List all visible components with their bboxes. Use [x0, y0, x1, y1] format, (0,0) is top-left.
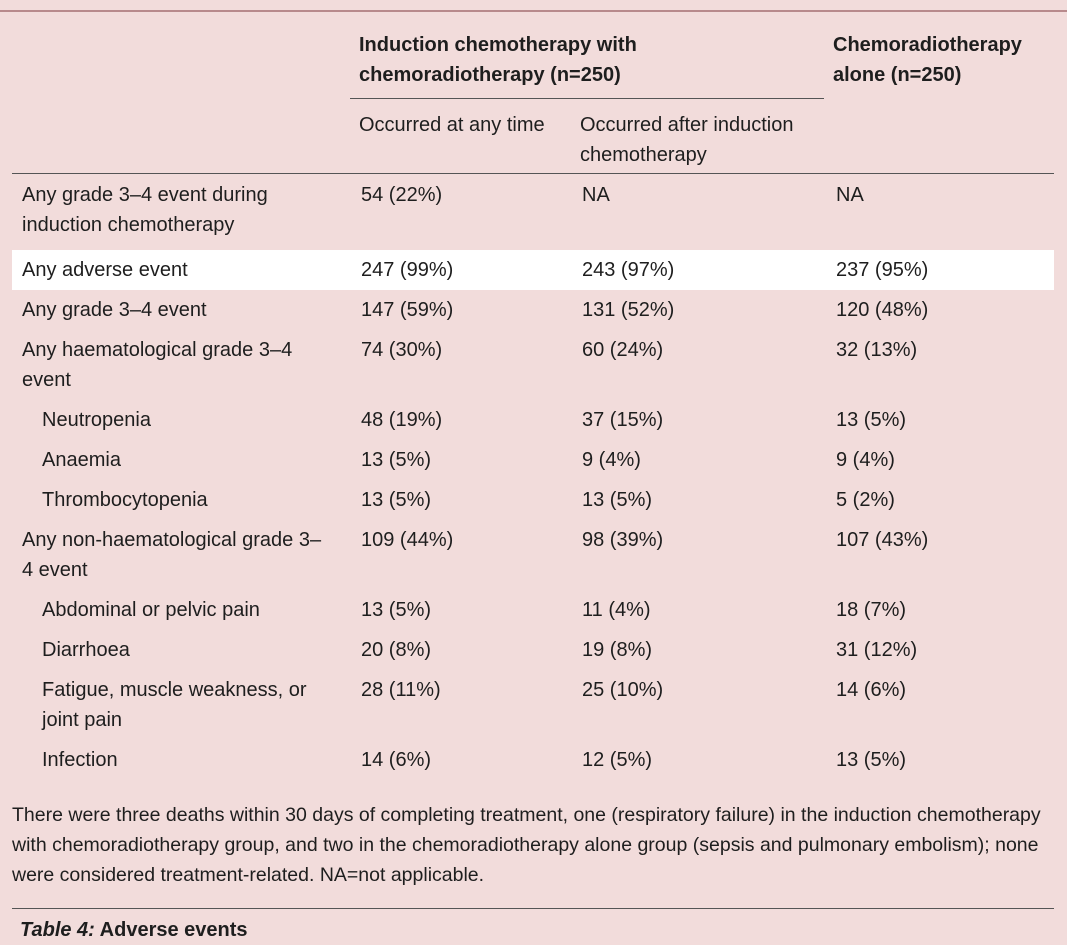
cell-any-time: 14 (6%) — [361, 749, 432, 771]
caption-label: Table 4: — [20, 919, 95, 941]
header-group-rule — [350, 98, 824, 99]
cell-after-induction: 19 (8%) — [582, 639, 653, 661]
cell-after-induction: 98 (39%) — [582, 529, 664, 551]
cell-chemoradiotherapy-alone: 13 (5%) — [836, 749, 907, 771]
header-induction-group: Induction chemotherapy with chemoradioth… — [359, 34, 637, 86]
cell-after-induction: NA — [582, 184, 610, 206]
table-row: Neutropenia 48 (19%) 37 (15%) 13 (5%) — [12, 400, 1054, 440]
row-label: Any grade 3–4 event — [22, 299, 207, 321]
cell-chemoradiotherapy-alone: 31 (12%) — [836, 639, 918, 661]
row-label: Abdominal or pelvic pain — [42, 599, 260, 621]
table-row: Any haematological grade 3–4 event 74 (3… — [12, 330, 1054, 400]
table-row: Abdominal or pelvic pain 13 (5%) 11 (4%)… — [12, 590, 1054, 630]
row-label: Thrombocytopenia — [42, 489, 208, 511]
caption-title: Adverse events — [99, 919, 248, 941]
table-footnote: There were three deaths within 30 days o… — [12, 804, 1041, 886]
cell-chemoradiotherapy-alone: 237 (95%) — [836, 259, 929, 281]
cell-any-time: 48 (19%) — [361, 409, 443, 431]
table-row: Any grade 3–4 event 147 (59%) 131 (52%) … — [12, 290, 1054, 330]
cell-any-time: 20 (8%) — [361, 639, 432, 661]
cell-chemoradiotherapy-alone: 120 (48%) — [836, 299, 929, 321]
table-caption: Table 4: Adverse events — [20, 915, 248, 945]
cell-chemoradiotherapy-alone: 13 (5%) — [836, 409, 907, 431]
table-row: Infection 14 (6%) 12 (5%) 13 (5%) — [12, 740, 1054, 780]
cell-after-induction: 9 (4%) — [582, 449, 641, 471]
cell-after-induction: 243 (97%) — [582, 259, 675, 281]
cell-chemoradiotherapy-alone: 32 (13%) — [836, 339, 918, 361]
haematological-group: Any haematological grade 3–4 event 74 (3… — [12, 330, 1054, 520]
row-label: Infection — [42, 749, 118, 771]
cell-after-induction: 37 (15%) — [582, 409, 664, 431]
cell-any-time: 247 (99%) — [361, 259, 454, 281]
cell-after-induction: 131 (52%) — [582, 299, 675, 321]
row-label: Any grade 3–4 event during induction che… — [22, 184, 268, 236]
cell-any-time: 13 (5%) — [361, 489, 432, 511]
row-label: Any haematological grade 3–4 event — [22, 339, 293, 391]
cell-after-induction: 11 (4%) — [582, 599, 651, 621]
table-row: Any non-haematological grade 3–4 event 1… — [12, 520, 1054, 590]
cell-chemoradiotherapy-alone: 107 (43%) — [836, 529, 929, 551]
table-row: Any grade 3–4 event during induction che… — [12, 175, 1054, 240]
cell-after-induction: 12 (5%) — [582, 749, 653, 771]
row-label: Fatigue, muscle weakness, or joint pain — [42, 679, 307, 731]
table-row: Anaemia 13 (5%) 9 (4%) 9 (4%) — [12, 440, 1054, 480]
table-row: Fatigue, muscle weakness, or joint pain … — [12, 670, 1054, 740]
cell-chemoradiotherapy-alone: 14 (6%) — [836, 679, 907, 701]
cell-any-time: 74 (30%) — [361, 339, 443, 361]
table-body: Any grade 3–4 event during induction che… — [12, 175, 1054, 780]
cell-after-induction: 13 (5%) — [582, 489, 653, 511]
header-chemoradiotherapy-alone: Chemoradiotherapy alone (n=250) — [833, 34, 1022, 86]
cell-any-time: 13 (5%) — [361, 449, 432, 471]
table-row: Thrombocytopenia 13 (5%) 13 (5%) 5 (2%) — [12, 480, 1054, 520]
cell-any-time: 28 (11%) — [361, 679, 441, 701]
cell-chemoradiotherapy-alone: 5 (2%) — [836, 489, 895, 511]
cell-chemoradiotherapy-alone: 18 (7%) — [836, 599, 907, 621]
cell-chemoradiotherapy-alone: NA — [836, 184, 864, 206]
row-label: Any adverse event — [22, 259, 188, 281]
cell-any-time: 109 (44%) — [361, 529, 454, 551]
cell-any-time: 54 (22%) — [361, 184, 443, 206]
subheader-any-time: Occurred at any time — [359, 114, 545, 136]
top-rule — [0, 10, 1067, 12]
cell-after-induction: 25 (10%) — [582, 679, 664, 701]
bottom-rule — [12, 908, 1054, 909]
cell-chemoradiotherapy-alone: 9 (4%) — [836, 449, 895, 471]
cell-after-induction: 60 (24%) — [582, 339, 664, 361]
row-label: Anaemia — [42, 449, 121, 471]
row-label: Diarrhoea — [42, 639, 130, 661]
table-row: Any adverse event 247 (99%) 243 (97%) 23… — [12, 250, 1054, 290]
header-rule — [12, 173, 1054, 174]
row-label: Any non-haematological grade 3–4 event — [22, 529, 322, 581]
row-label: Neutropenia — [42, 409, 151, 431]
cell-any-time: 13 (5%) — [361, 599, 432, 621]
table-row: Diarrhoea 20 (8%) 19 (8%) 31 (12%) — [12, 630, 1054, 670]
cell-any-time: 147 (59%) — [361, 299, 454, 321]
subheader-after-induction: Occurred after induction chemotherapy — [580, 114, 794, 166]
